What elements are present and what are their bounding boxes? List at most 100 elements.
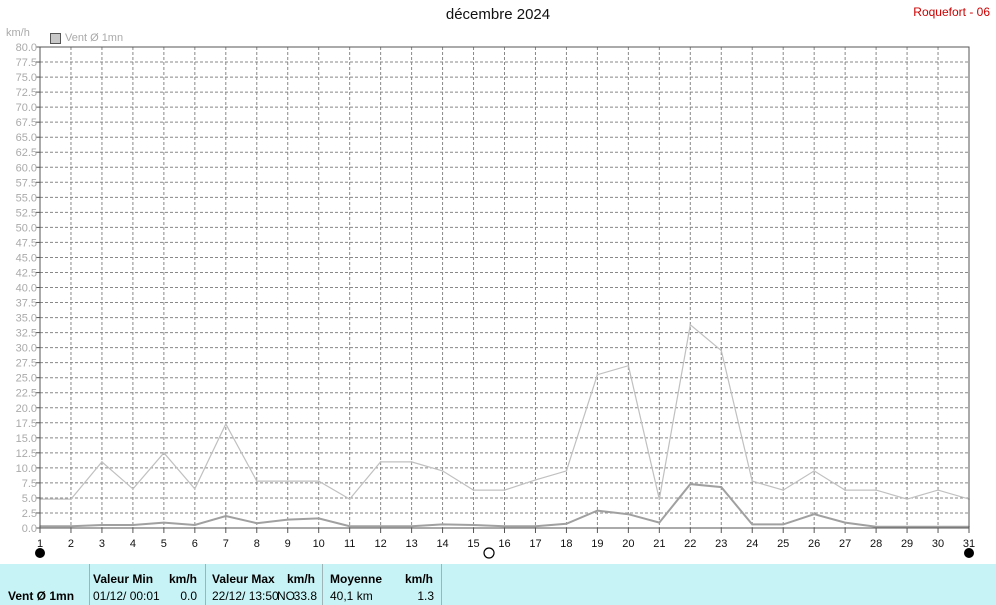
data-point: [70, 498, 72, 500]
data-point: [441, 523, 444, 526]
x-tick-label: 3: [99, 538, 105, 550]
data-point: [844, 489, 846, 491]
data-point: [534, 525, 537, 527]
legend: Vent Ø 1mn: [50, 32, 123, 44]
x-axis-labels: 1 2 3 4 5 6 7 8 9 10 11 12 13 14 15 16 17 18 19 20 21 22 23 24 2…: [37, 538, 975, 550]
data-point: [565, 522, 568, 525]
summary-avg-cell: Moyenne km/h 40,1 km 1.3: [323, 564, 442, 605]
data-point: [163, 521, 165, 524]
y-tick-label: 47.5: [16, 237, 37, 249]
y-tick-label: 35.0: [16, 313, 37, 325]
data-point: [751, 523, 754, 526]
data-point: [596, 373, 599, 376]
max-direction: NO: [277, 589, 295, 603]
y-tick-label: 45.0: [16, 252, 37, 264]
data-point: [689, 323, 692, 326]
data-point: [720, 349, 723, 352]
x-tick-label: 7: [223, 538, 229, 550]
y-tick-label: 72.5: [16, 87, 37, 99]
legend-label: Vent Ø 1mn: [65, 32, 124, 44]
data-point: [875, 525, 877, 528]
x-tick-label: 29: [901, 538, 913, 550]
x-tick-label: 26: [808, 538, 820, 550]
x-tick-label: 28: [870, 538, 882, 550]
data-point: [751, 480, 754, 482]
moon-phase-markers: [35, 547, 974, 559]
data-point: [658, 521, 661, 524]
data-point: [163, 452, 165, 454]
data-point: [286, 480, 289, 482]
x-tick-label: 11: [344, 538, 355, 550]
y-tick-label: 32.5: [16, 328, 37, 340]
y-tick-label: 77.5: [16, 57, 37, 69]
data-point: [101, 524, 103, 526]
chart-title: décembre 2024: [445, 6, 551, 23]
data-point: [194, 488, 196, 490]
data-point: [255, 522, 258, 524]
chart-series: [39, 323, 970, 528]
data-point: [317, 517, 320, 520]
legend-swatch: [50, 32, 61, 44]
x-tick-label: 10: [313, 538, 325, 550]
y-tick-label: 7.5: [22, 478, 37, 490]
new-moon-icon: [964, 548, 974, 558]
data-point: [472, 489, 475, 491]
y-tick-label: 62.5: [16, 147, 37, 159]
x-tick-label: 18: [560, 538, 572, 550]
data-point: [225, 423, 227, 425]
min-unit: km/h: [169, 572, 198, 586]
x-tick-label: 24: [746, 538, 758, 550]
x-tick-label: 30: [932, 538, 944, 550]
data-point: [813, 513, 815, 515]
y-axis-labels: 0.0 2.5 5.0 7.5 10.0 12.5 15.0 17.5 20.0 22.5 25.0…: [16, 42, 37, 535]
max-unit: km/h: [287, 572, 316, 586]
data-point: [658, 498, 661, 500]
data-point: [906, 525, 908, 528]
x-tick-label: 23: [715, 538, 727, 550]
data-point: [689, 483, 692, 485]
x-tick-label: 16: [498, 538, 510, 550]
summary-series-cell: Vent Ø 1mn: [0, 564, 90, 605]
data-point: [286, 518, 289, 521]
data-point: [875, 489, 877, 491]
data-point: [348, 498, 351, 500]
y-axis-unit: km/h: [6, 27, 30, 39]
data-point: [255, 480, 258, 482]
max-date: 22/12/ 13:50: [212, 589, 279, 603]
y-tick-label: 65.0: [16, 132, 37, 144]
min-value: 0.0: [180, 589, 197, 603]
data-point: [813, 470, 815, 472]
data-point: [937, 525, 939, 528]
y-tick-label: 70.0: [16, 102, 37, 114]
data-point: [225, 515, 227, 517]
y-tick-label: 15.0: [16, 433, 37, 445]
data-point: [379, 525, 382, 527]
data-point: [348, 525, 351, 527]
x-tick-label: 12: [375, 538, 387, 550]
y-tick-label: 75.0: [16, 72, 37, 84]
x-tick-label: 1: [37, 538, 43, 550]
max-value: 33.8: [293, 589, 317, 603]
data-point: [410, 461, 413, 463]
min-header: Valeur Min: [93, 572, 154, 586]
x-tick-label: 6: [192, 538, 198, 550]
summary-series-label: Vent Ø 1mn: [8, 589, 75, 603]
y-tick-label: 30.0: [16, 343, 37, 355]
data-point: [937, 489, 939, 491]
plot-frame: [39, 46, 970, 529]
data-point: [70, 525, 72, 527]
data-point: [101, 461, 103, 463]
y-tick-label: 12.5: [16, 448, 37, 460]
x-tick-label: 2: [68, 538, 74, 550]
avg-header: Moyenne: [330, 572, 383, 586]
data-point: [194, 524, 196, 526]
x-tick-label: 19: [591, 538, 603, 550]
y-tick-label: 50.0: [16, 222, 37, 234]
data-point: [844, 521, 846, 524]
y-tick-label: 17.5: [16, 418, 37, 430]
y-tick-label: 0.0: [22, 523, 37, 535]
data-point: [627, 513, 630, 515]
y-tick-label: 37.5: [16, 298, 37, 310]
y-tick-label: 27.5: [16, 358, 37, 370]
x-tick-label: 8: [254, 538, 260, 550]
